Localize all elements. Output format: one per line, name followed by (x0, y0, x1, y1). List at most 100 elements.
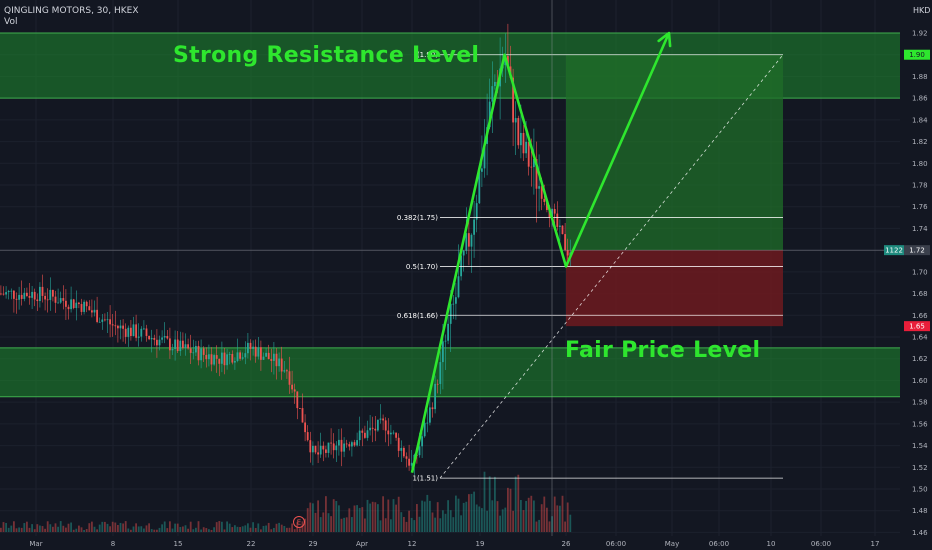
candle-body (483, 143, 486, 169)
candle-body (478, 171, 481, 204)
candle-body (283, 370, 286, 372)
candle-body (299, 408, 301, 409)
candle-body (221, 352, 223, 364)
candle-body (384, 420, 387, 431)
candle-body (275, 353, 278, 367)
volume-bar (317, 500, 319, 532)
candle-body (46, 299, 49, 301)
time-tick-label: 8 (111, 540, 115, 548)
candle-body (182, 340, 184, 348)
volume-bar (5, 522, 7, 532)
price-tick-label: 1.78 (912, 182, 928, 190)
time-tick-label: 15 (174, 540, 183, 548)
volume-bar (111, 521, 114, 532)
volume-bar (124, 521, 127, 532)
volume-bar (543, 496, 546, 532)
candle-body (31, 291, 33, 298)
candle-body (293, 389, 296, 392)
candle-body (525, 141, 527, 154)
candle-body (468, 233, 470, 247)
candle-body (444, 340, 447, 342)
candle-body (301, 408, 304, 423)
price-tick-label: 1.50 (912, 486, 928, 494)
candle-body (215, 355, 218, 359)
candle-body (288, 371, 291, 385)
volume-bar (286, 527, 288, 532)
volume-bar (377, 504, 379, 532)
candle-body (236, 352, 239, 361)
volume-bar (93, 526, 96, 532)
candle-body (10, 290, 13, 292)
candle-body (343, 443, 345, 452)
volume-bar (158, 527, 161, 532)
candle-body (254, 346, 257, 357)
candle-body (455, 297, 457, 304)
candle-body (171, 349, 174, 351)
volume-bar (104, 521, 106, 532)
volume-bar (395, 504, 397, 532)
candle-body (241, 357, 244, 359)
volume-bar (481, 508, 483, 532)
time-tick-label: 26 (562, 540, 571, 548)
candle-body (163, 336, 166, 338)
candle-body (57, 302, 59, 304)
volume-bar (288, 527, 291, 532)
volume-bar (338, 505, 340, 532)
volume-bar (114, 522, 117, 532)
volume-bar (23, 523, 26, 532)
volume-bar (351, 517, 353, 532)
volume-bar (314, 512, 317, 532)
volume-bar (400, 512, 403, 532)
candle-body (410, 462, 413, 466)
volume-bar (522, 510, 525, 532)
candle-body (421, 436, 423, 447)
volume-bar (153, 529, 156, 532)
volume-bar (486, 510, 488, 532)
candle-body (559, 225, 561, 227)
candle-body (345, 443, 348, 445)
candle-body (88, 306, 91, 311)
candle-body (418, 446, 421, 456)
volume-bar (369, 503, 371, 532)
candle-body (36, 299, 39, 302)
candle-body (556, 213, 559, 227)
volume-indicator-label[interactable]: Vol (4, 17, 18, 27)
volume-bar (270, 529, 273, 532)
earnings-marker-label: E (297, 519, 301, 527)
price-tick-label: 1.82 (912, 138, 928, 146)
fib-level-label: 0.618(1.66) (397, 312, 438, 320)
volume-bar (57, 526, 59, 532)
candle-body (322, 445, 325, 450)
volume-bar (72, 529, 75, 532)
volume-bar (421, 500, 423, 532)
projection-path (410, 32, 671, 473)
volume-bars (0, 471, 572, 532)
time-tick-label: 29 (309, 540, 318, 548)
candle-body (431, 407, 434, 410)
candle-body (54, 296, 57, 303)
volume-bar (304, 518, 306, 532)
volume-bar (494, 476, 496, 532)
price-tick-label: 1.68 (912, 290, 928, 298)
candle-body (361, 430, 364, 433)
volume-bar (208, 529, 210, 532)
time-tick-label: 06:00 (811, 540, 831, 548)
candle-body (314, 445, 317, 453)
candle-body (566, 250, 569, 256)
volume-bar (348, 508, 351, 532)
candle-body (65, 300, 67, 307)
candle-body (273, 353, 275, 361)
candle-body (447, 323, 449, 341)
time-tick-label: 22 (247, 540, 256, 548)
volume-bar (387, 499, 390, 532)
volume-bar (148, 523, 150, 532)
volume-bar (39, 525, 41, 532)
candle-body (470, 234, 473, 247)
price-tick-label: 1.60 (912, 377, 928, 385)
volume-bar (54, 523, 57, 532)
fib-level-label: 0.382(1.75) (397, 214, 438, 222)
volume-bar (140, 526, 143, 532)
symbol-title[interactable]: QINGLING MOTORS, 30, HKEX (4, 6, 139, 16)
volume-bar (88, 523, 91, 532)
